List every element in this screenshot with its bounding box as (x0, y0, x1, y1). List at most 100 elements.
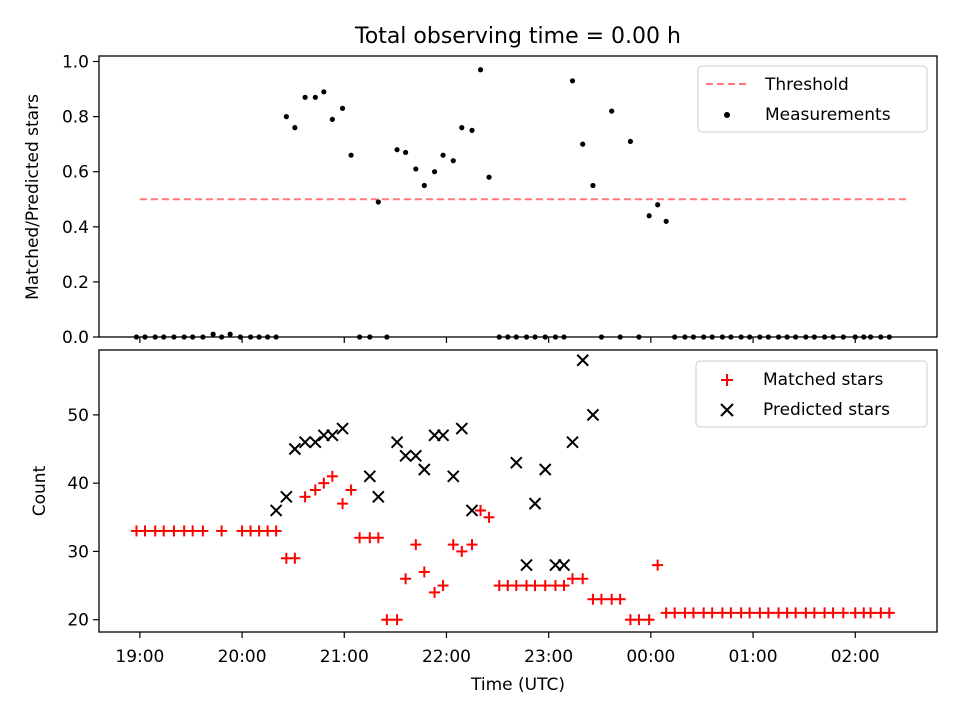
legend-predicted-swatch (720, 403, 734, 417)
top-y-tick-label: 0.4 (62, 218, 89, 238)
matched-point (372, 532, 384, 544)
matched-point (643, 614, 655, 626)
top-y-tick-label: 0.8 (62, 108, 89, 128)
matched-point (652, 559, 664, 571)
bottom-x-ticks: 19:00 20:00 21:00 22:00 23:00 00:00 01:00 02:00 (115, 632, 880, 667)
legend-predicted-label: Predicted stars (763, 400, 890, 420)
measurement-point (227, 331, 233, 337)
measurement-point (590, 182, 596, 189)
predicted-point (520, 558, 533, 572)
matched-point (391, 614, 403, 626)
x-tick-label: 21:00 (320, 647, 369, 667)
matched-point (744, 607, 756, 619)
matched-point (790, 607, 802, 619)
top-y-axis-label: Matched/Predicted stars (23, 94, 43, 300)
top-axes-frame (98, 55, 938, 338)
top-y-ticks: 0.0 0.2 0.4 0.6 0.8 1.0 (62, 53, 99, 348)
matched-point (270, 525, 282, 537)
top-panel: 0.0 0.2 0.4 0.6 0.8 1.0 Matched/Predicted sta… (23, 53, 938, 348)
top-y-tick-label: 0.0 (62, 328, 89, 348)
measurement-point (421, 182, 427, 189)
matched-point (418, 566, 430, 578)
measurement-point (348, 152, 354, 158)
bottom-y-ticks: 20 30 40 50 (67, 406, 99, 631)
measurement-point (329, 116, 335, 122)
matched-point (337, 498, 349, 510)
matched-point (883, 607, 895, 619)
predicted-point (557, 558, 571, 572)
bottom-legend: Matched stars Predicted stars (695, 360, 928, 428)
measurement-point (321, 89, 327, 95)
measurement-point (440, 152, 446, 158)
matched-point (345, 484, 357, 496)
bottom-y-tick-label: 50 (67, 406, 89, 426)
legend-measurements-swatch (724, 112, 730, 118)
bottom-y-tick-label: 30 (67, 542, 89, 562)
x-axis-label: Time (UTC) (470, 675, 565, 695)
matched-point (475, 504, 487, 516)
matched-point (326, 470, 338, 482)
matched-point (595, 593, 607, 605)
legend-threshold-label: Threshold (764, 75, 849, 95)
matched-point (865, 607, 877, 619)
measurement-point (210, 331, 216, 337)
legend-measurements-label: Measurements (765, 105, 891, 125)
matched-point (318, 477, 330, 489)
matched-point (299, 491, 311, 503)
predicted-point (455, 422, 468, 435)
measurement-point (339, 105, 346, 111)
matched-point (614, 593, 626, 605)
predicted-point (510, 456, 523, 469)
predicted-point (298, 435, 312, 449)
predicted-point (539, 463, 552, 476)
top-y-tick-label: 1.0 (62, 53, 89, 73)
measurement-point (469, 127, 475, 133)
matched-point (187, 525, 199, 537)
predicted-point (586, 408, 600, 422)
predicted-point (372, 490, 385, 504)
top-legend-box (697, 65, 928, 133)
measurement-point (312, 94, 318, 100)
predicted-point (436, 429, 450, 442)
matched-point (808, 607, 820, 619)
top-y-tick-label: 0.2 (62, 273, 89, 293)
predicted-point (566, 435, 579, 449)
predicted-point (280, 490, 293, 504)
predicted-point (409, 449, 423, 463)
legend-matched-swatch (721, 374, 733, 386)
predicted-point (363, 470, 377, 483)
x-tick-label: 20:00 (218, 647, 267, 667)
matched-point (466, 539, 478, 551)
predicted-point (288, 442, 302, 456)
matched-point (529, 580, 541, 592)
chart-title: Total observing time = 0.00 h (354, 24, 681, 49)
matched-point (400, 573, 412, 585)
matched-point (706, 607, 718, 619)
measurement-point (486, 174, 492, 180)
measurement-point (302, 94, 308, 100)
matched-point (309, 484, 321, 496)
top-x-ticks (139, 337, 856, 343)
matched-point (827, 607, 839, 619)
predicted-point (309, 435, 322, 449)
predicted-point (528, 497, 542, 510)
matched-point (429, 586, 441, 598)
bottom-plot-area (130, 354, 895, 626)
predicted-point (418, 463, 431, 476)
predicted-point (336, 422, 349, 435)
matched-point (437, 580, 449, 592)
matched-point (725, 607, 737, 619)
measurement-point (375, 199, 381, 205)
matched-point (483, 511, 495, 523)
predicted-point (447, 470, 460, 483)
x-tick-label: 23:00 (524, 647, 573, 667)
matched-point (633, 614, 645, 626)
matched-point (139, 525, 151, 537)
predicted-point (390, 435, 404, 449)
top-legend: Threshold Measurements (697, 65, 928, 133)
bottom-y-tick-label: 40 (67, 474, 89, 494)
x-tick-label: 22:00 (422, 647, 471, 667)
bottom-legend-box (695, 360, 928, 428)
bottom-axes-frame (98, 349, 938, 633)
